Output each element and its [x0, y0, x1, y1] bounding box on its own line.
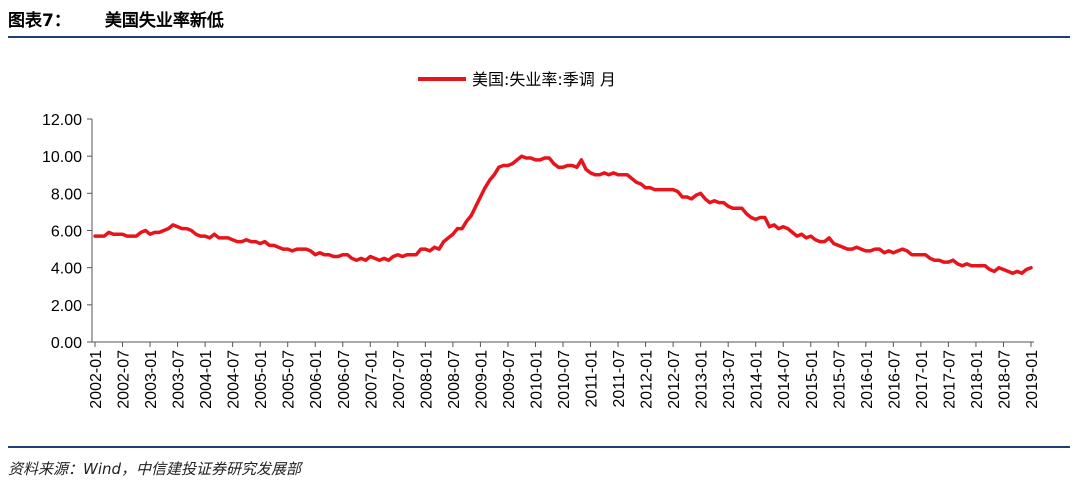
x-tick-label: 2002-01	[88, 350, 105, 409]
y-tick-label: 6.00	[51, 224, 82, 241]
x-tick-label: 2009-01	[473, 350, 490, 409]
y-tick-label: 0.00	[51, 335, 82, 352]
legend: 美国:失业率:季调 月	[418, 70, 616, 89]
x-tick-label: 2016-01	[859, 350, 876, 409]
x-tick-label: 2015-07	[831, 350, 848, 409]
x-tick-label: 2006-07	[336, 350, 353, 409]
x-tick-label: 2005-01	[253, 350, 270, 409]
x-tick-label: 2018-01	[969, 350, 986, 409]
x-axis: 2002-01 2002-07 2003-01 2003-07 2004-01 2004-…	[88, 341, 1041, 409]
x-tick-label: 2008-01	[418, 350, 435, 409]
x-tick-label: 2012-07	[666, 350, 683, 409]
x-tick-label: 2009-07	[501, 350, 518, 409]
x-tick-label: 2013-07	[721, 350, 738, 409]
x-tick-label: 2018-07	[996, 350, 1013, 409]
x-tick-label: 2012-01	[639, 350, 656, 409]
y-tick-label: 10.00	[42, 149, 82, 166]
x-tick-label: 2004-07	[226, 350, 243, 409]
figure-title: 美国失业率新低	[104, 10, 224, 31]
x-tick-label: 2006-01	[308, 350, 325, 409]
y-tick-label: 2.00	[51, 298, 82, 315]
x-tick-label: 2019-01	[1024, 350, 1041, 409]
y-tick-label: 4.00	[51, 261, 82, 278]
series-line-unemployment	[93, 154, 1033, 275]
figure-header: 图表7： 美国失业率新低	[8, 4, 224, 32]
footer-rule	[8, 446, 1070, 448]
x-tick-label: 2017-07	[941, 350, 958, 409]
x-tick-label: 2008-07	[446, 350, 463, 409]
x-tick-label: 2014-01	[749, 350, 766, 409]
x-tick-label: 2002-07	[116, 350, 133, 409]
x-tick-label: 2010-07	[556, 350, 573, 409]
y-axis: 0.00 2.00 4.00 6.00 8.00 10.00 12.00	[42, 112, 93, 352]
x-tick-label: 2004-01	[198, 350, 215, 409]
x-tick-label: 2003-01	[143, 350, 160, 409]
x-tick-label: 2003-07	[171, 350, 188, 409]
unemployment-line-chart: 美国:失业率:季调 月 0.00 2.00 4.00 6.00 8.00 10.00 12.…	[42, 70, 1041, 409]
plot-area	[93, 154, 1033, 275]
y-tick-label: 8.00	[51, 186, 82, 203]
x-tick-label: 2015-01	[804, 350, 821, 409]
x-tick-label: 2010-01	[528, 350, 545, 409]
x-tick-label: 2011-01	[584, 350, 601, 408]
x-tick-label: 2005-07	[281, 350, 298, 409]
source-note: 资料来源：Wind，中信建投证券研究发展部	[8, 460, 302, 478]
x-tick-label: 2017-01	[914, 350, 931, 409]
legend-label: 美国:失业率:季调 月	[472, 70, 616, 89]
header-rule	[8, 36, 1070, 38]
y-tick-label: 12.00	[42, 112, 82, 129]
x-tick-label: 2007-07	[391, 350, 408, 409]
x-tick-label: 2011-07	[611, 350, 628, 408]
x-tick-label: 2013-01	[694, 350, 711, 409]
x-tick-label: 2016-07	[886, 350, 903, 409]
x-tick-label: 2014-07	[776, 350, 793, 409]
figure-number: 图表7：	[8, 10, 71, 31]
x-tick-label: 2007-01	[363, 350, 380, 409]
